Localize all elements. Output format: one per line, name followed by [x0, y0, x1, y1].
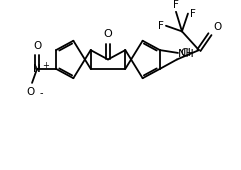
- Text: F: F: [158, 21, 164, 31]
- Text: Cl: Cl: [180, 48, 191, 58]
- Text: O: O: [104, 29, 112, 39]
- Text: F: F: [173, 0, 179, 10]
- Text: O: O: [213, 22, 221, 32]
- Text: +: +: [42, 61, 49, 70]
- Text: O: O: [26, 87, 34, 97]
- Text: N: N: [33, 64, 41, 74]
- Text: -: -: [39, 89, 43, 98]
- Text: F: F: [190, 8, 196, 19]
- Text: O: O: [33, 41, 41, 51]
- Text: NH: NH: [178, 49, 195, 58]
